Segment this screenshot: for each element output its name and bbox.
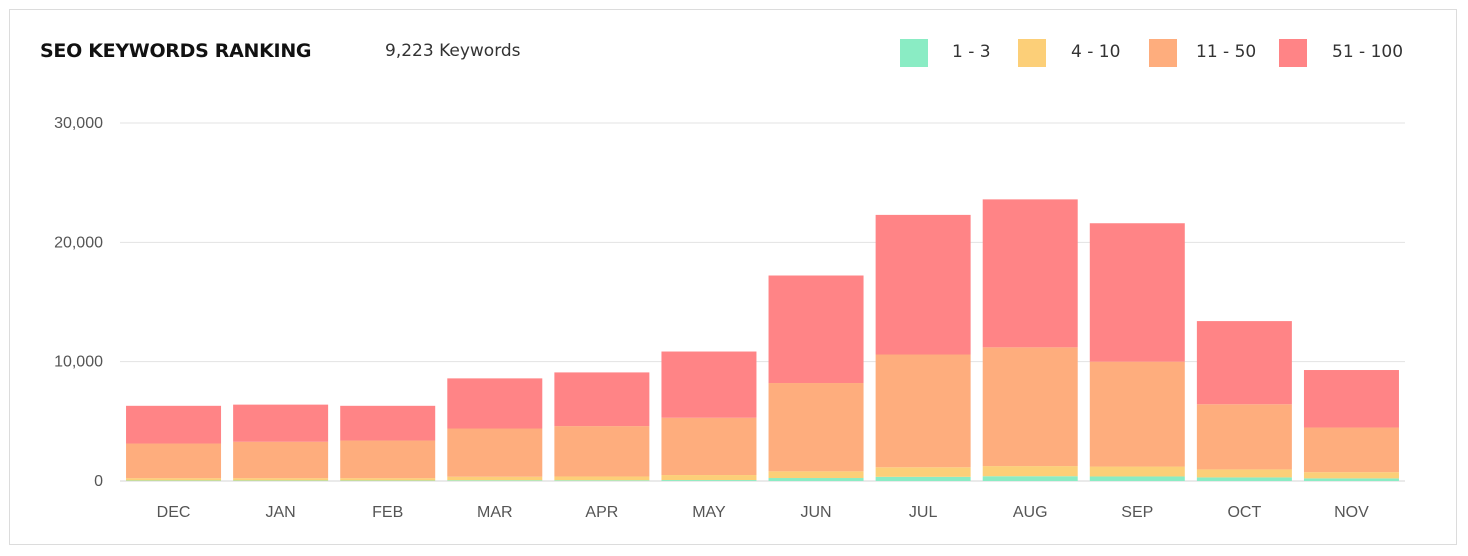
bar-segment xyxy=(661,480,757,481)
bar-segment xyxy=(340,440,436,479)
bar-segment xyxy=(447,428,543,477)
bar-segment xyxy=(447,480,543,481)
bar-segment xyxy=(554,372,650,427)
x-tick-label: MAY xyxy=(692,504,726,521)
chart-title: SEO KEYWORDS RANKING xyxy=(40,40,312,62)
bar-segment xyxy=(1303,472,1399,479)
y-tick-label: 20,000 xyxy=(54,234,103,251)
bar-segment xyxy=(1089,476,1185,481)
x-tick-label: FEB xyxy=(372,504,403,521)
x-tick-label: AUG xyxy=(1013,504,1048,521)
bar-segment xyxy=(1196,469,1292,478)
legend-label-4-10: 4 - 10 xyxy=(1071,42,1121,62)
bar-segment xyxy=(447,476,543,481)
bar-segment xyxy=(126,443,222,479)
bar-segment xyxy=(233,441,329,479)
bar-segment xyxy=(875,476,971,481)
bar-segment xyxy=(340,405,436,441)
x-tick-label: NOV xyxy=(1334,504,1369,521)
legend-label-11-50: 11 - 50 xyxy=(1196,42,1257,62)
bar-segment xyxy=(126,478,222,481)
bar-segment xyxy=(661,351,757,418)
y-tick-label: 30,000 xyxy=(54,115,103,132)
x-tick-label: JUN xyxy=(800,504,831,521)
legend-swatch-51-100 xyxy=(1279,39,1307,67)
bar-segment xyxy=(1089,223,1185,362)
bar-segment xyxy=(340,478,436,481)
bar-segment xyxy=(982,476,1078,481)
bar-segment xyxy=(233,478,329,481)
bar-segment xyxy=(554,476,650,481)
legend-swatch-4-10 xyxy=(1018,39,1046,67)
bar-segment xyxy=(1196,477,1292,481)
bar-segment xyxy=(1303,478,1399,481)
bar-segment xyxy=(554,480,650,481)
legend-label-51-100: 51 - 100 xyxy=(1332,42,1404,62)
x-tick-label: OCT xyxy=(1227,504,1261,521)
bar-segment xyxy=(554,426,650,477)
bar-segment xyxy=(1196,404,1292,470)
bar-segment xyxy=(233,404,329,442)
legend-swatch-1-3 xyxy=(900,39,928,67)
bar-segment xyxy=(875,214,971,355)
bar-segment xyxy=(1303,427,1399,473)
legend-swatch-11-50 xyxy=(1149,39,1177,67)
bar-segment xyxy=(982,466,1078,477)
bar-segment xyxy=(447,378,543,429)
x-tick-label: MAR xyxy=(477,504,513,521)
x-tick-label: JUL xyxy=(909,504,938,521)
x-tick-label: APR xyxy=(585,504,618,521)
y-tick-label: 0 xyxy=(94,473,103,490)
x-tick-label: JAN xyxy=(266,504,296,521)
bar-segment xyxy=(982,199,1078,348)
bar-segment xyxy=(661,475,757,481)
bar-segment xyxy=(126,405,222,444)
bar-segment xyxy=(768,471,864,479)
bar-segment xyxy=(1089,361,1185,467)
bar-segment xyxy=(768,383,864,472)
bar-segment xyxy=(1303,370,1399,428)
x-tick-label: SEP xyxy=(1121,504,1153,521)
bar-segment xyxy=(1089,466,1185,477)
x-tick-label: DEC xyxy=(157,504,191,521)
bar-segment xyxy=(1196,321,1292,405)
keyword-count: 9,223 Keywords xyxy=(385,41,521,61)
bar-segment xyxy=(768,478,864,481)
legend-label-1-3: 1 - 3 xyxy=(952,42,991,62)
bar-segment xyxy=(768,275,864,384)
bar-segment xyxy=(875,354,971,468)
bar-segment xyxy=(661,417,757,476)
y-tick-label: 10,000 xyxy=(54,354,103,371)
bar-segment xyxy=(982,347,1078,467)
bar-segment xyxy=(875,467,971,477)
